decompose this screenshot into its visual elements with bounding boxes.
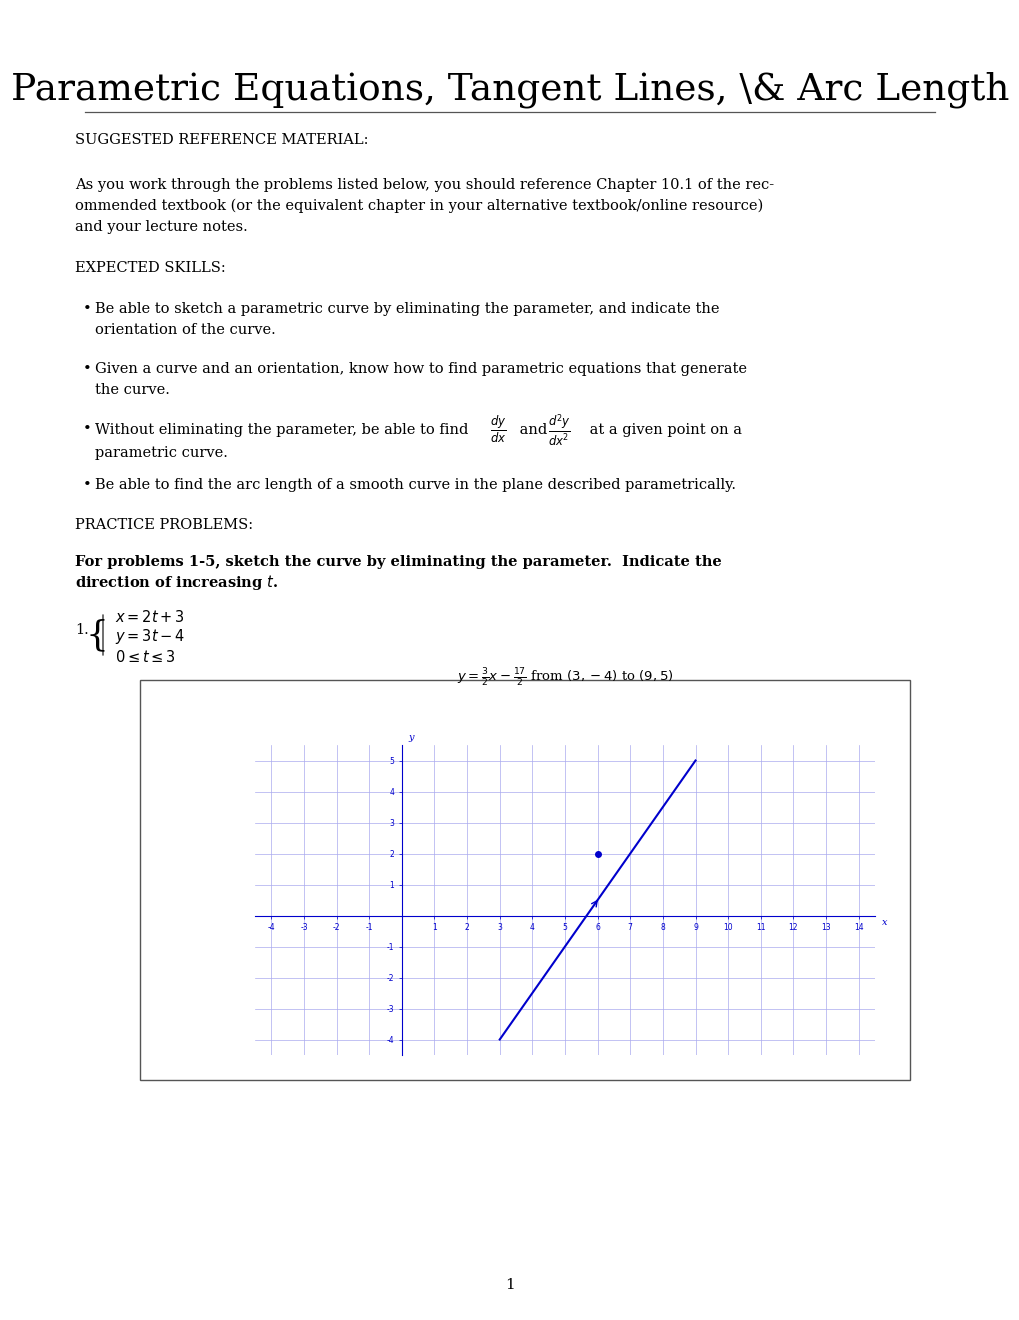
Text: and: and [515,422,551,437]
Text: •: • [83,362,92,376]
Text: As you work through the problems listed below, you should reference Chapter 10.1: As you work through the problems listed … [75,178,773,234]
Text: Given a curve and an orientation, know how to find parametric equations that gen: Given a curve and an orientation, know h… [95,362,746,396]
Text: •: • [83,422,92,436]
Text: 1.: 1. [75,623,89,638]
Text: Without eliminating the parameter, be able to find: Without eliminating the parameter, be ab… [95,422,473,437]
Text: {: { [86,618,108,652]
Text: EXPECTED SKILLS:: EXPECTED SKILLS: [75,261,225,275]
Text: y: y [408,734,414,742]
Text: $\frac{d^2y}{dx^2}$: $\frac{d^2y}{dx^2}$ [547,412,571,447]
Bar [140,680,909,1080]
Text: 1: 1 [504,1278,515,1292]
Text: Parametric Equations, Tangent Lines, \& Arc Length: Parametric Equations, Tangent Lines, \& … [11,71,1008,108]
Text: x: x [880,917,887,927]
Text: Be able to find the arc length of a smooth curve in the plane described parametr: Be able to find the arc length of a smoo… [95,478,736,492]
Text: direction of increasing $t$.: direction of increasing $t$. [75,573,278,591]
Text: $y = 3t - 4$: $y = 3t - 4$ [115,627,185,647]
Text: Be able to sketch a parametric curve by eliminating the parameter, and indicate : Be able to sketch a parametric curve by … [95,302,718,337]
Text: $\frac{dy}{dx}$: $\frac{dy}{dx}$ [489,414,505,446]
Text: SUGGESTED REFERENCE MATERIAL:: SUGGESTED REFERENCE MATERIAL: [75,133,368,147]
Text: $x = 2t + 3$: $x = 2t + 3$ [115,609,184,624]
Text: $y = \frac{3}{2}x - \frac{17}{2}$ from $(3, -4)$ to $(9, 5)$: $y = \frac{3}{2}x - \frac{17}{2}$ from $… [457,667,673,689]
Text: at a given point on a: at a given point on a [585,422,741,437]
Text: •: • [83,302,92,315]
Text: parametric curve.: parametric curve. [95,446,227,459]
Text: PRACTICE PROBLEMS:: PRACTICE PROBLEMS: [75,517,253,532]
Text: •: • [83,478,92,492]
Text: For problems 1-5, sketch the curve by eliminating the parameter.  Indicate the: For problems 1-5, sketch the curve by el… [75,554,721,569]
Text: $0 \leq t \leq 3$: $0 \leq t \leq 3$ [115,649,176,665]
